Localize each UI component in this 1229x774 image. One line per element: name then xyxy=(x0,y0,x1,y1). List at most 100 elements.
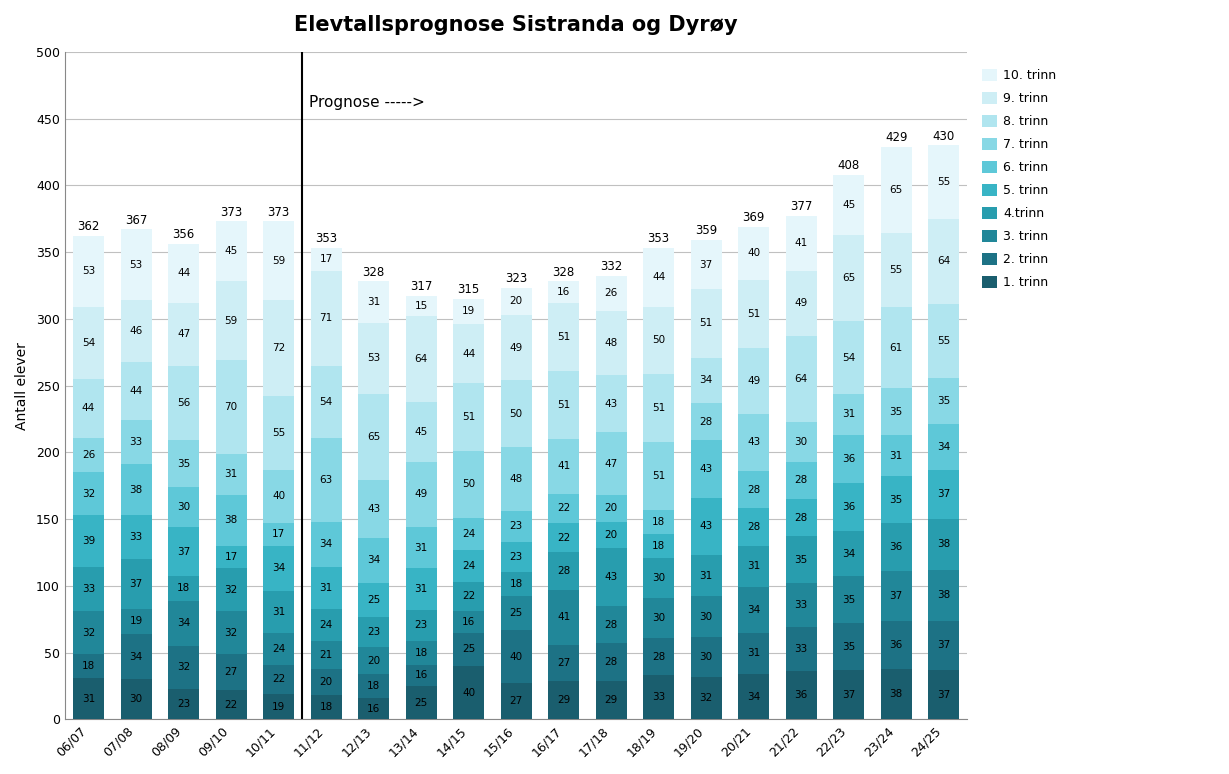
Bar xyxy=(263,632,294,665)
Text: 353: 353 xyxy=(315,232,337,245)
Bar xyxy=(454,611,484,632)
Text: 59: 59 xyxy=(225,316,237,326)
Bar xyxy=(785,422,816,461)
Text: 26: 26 xyxy=(605,289,618,299)
Bar xyxy=(691,555,721,597)
Text: 30: 30 xyxy=(699,611,713,622)
Bar xyxy=(406,665,436,686)
Bar xyxy=(785,536,816,583)
Text: 54: 54 xyxy=(842,352,855,362)
Text: 18: 18 xyxy=(320,702,333,712)
Text: 56: 56 xyxy=(177,398,190,408)
Bar xyxy=(785,583,816,627)
Text: 18: 18 xyxy=(653,541,665,551)
Text: 50: 50 xyxy=(462,479,476,489)
Bar xyxy=(215,360,247,454)
Bar xyxy=(548,523,579,553)
Bar xyxy=(120,464,151,515)
Bar xyxy=(785,216,816,271)
Text: 35: 35 xyxy=(936,396,950,406)
Bar xyxy=(928,424,959,470)
Bar xyxy=(120,300,151,361)
Bar xyxy=(739,348,769,413)
Bar xyxy=(406,610,436,641)
Text: 30: 30 xyxy=(177,502,190,512)
Bar xyxy=(358,481,390,538)
Text: 22: 22 xyxy=(272,674,285,684)
Text: 37: 37 xyxy=(842,690,855,700)
Bar xyxy=(406,296,436,316)
Text: 33: 33 xyxy=(653,692,665,702)
Text: 32: 32 xyxy=(82,628,95,638)
Bar xyxy=(406,568,436,610)
Bar xyxy=(215,495,247,546)
Text: 31: 31 xyxy=(747,649,761,658)
Text: 36: 36 xyxy=(890,639,903,649)
Bar xyxy=(500,542,532,573)
Bar xyxy=(311,522,342,567)
Text: 51: 51 xyxy=(699,318,713,328)
Text: 41: 41 xyxy=(795,238,807,248)
Text: 34: 34 xyxy=(367,556,380,566)
Text: 20: 20 xyxy=(510,296,522,307)
Bar xyxy=(739,632,769,674)
Bar xyxy=(548,680,579,719)
Bar xyxy=(833,531,864,577)
Bar xyxy=(739,280,769,348)
Text: 41: 41 xyxy=(557,612,570,622)
Bar xyxy=(263,396,294,470)
Text: 32: 32 xyxy=(82,488,95,498)
Text: 23: 23 xyxy=(177,699,190,709)
Text: 29: 29 xyxy=(557,695,570,705)
Bar xyxy=(311,669,342,695)
Bar xyxy=(643,558,675,598)
Text: 33: 33 xyxy=(129,437,143,447)
Text: 50: 50 xyxy=(510,409,522,419)
Text: 20: 20 xyxy=(367,656,380,666)
Text: 34: 34 xyxy=(177,618,190,628)
Bar xyxy=(739,227,769,280)
Text: 19: 19 xyxy=(129,616,143,626)
Bar xyxy=(263,221,294,300)
Bar xyxy=(833,321,864,394)
Bar xyxy=(263,665,294,694)
Text: 48: 48 xyxy=(510,474,522,484)
Text: 18: 18 xyxy=(414,648,428,658)
Text: 23: 23 xyxy=(367,627,380,637)
Text: 28: 28 xyxy=(747,522,761,532)
Bar xyxy=(643,248,675,307)
Text: 36: 36 xyxy=(842,502,855,512)
Text: 373: 373 xyxy=(220,206,242,219)
Bar xyxy=(785,461,816,499)
Text: 59: 59 xyxy=(272,255,285,265)
Bar xyxy=(120,515,151,559)
Text: 34: 34 xyxy=(936,442,950,452)
Text: 48: 48 xyxy=(605,338,618,348)
Bar xyxy=(881,669,912,719)
Text: 47: 47 xyxy=(177,329,190,339)
Bar xyxy=(120,361,151,420)
Text: 37: 37 xyxy=(129,579,143,589)
Text: 37: 37 xyxy=(177,546,190,557)
Bar xyxy=(596,495,627,522)
Bar xyxy=(928,570,959,621)
Text: 19: 19 xyxy=(462,307,476,317)
Text: 43: 43 xyxy=(367,504,380,514)
Text: 18: 18 xyxy=(177,584,190,594)
Text: 26: 26 xyxy=(82,450,95,460)
Text: 20: 20 xyxy=(605,530,618,540)
Bar xyxy=(454,666,484,719)
Bar xyxy=(691,597,721,636)
Bar xyxy=(406,641,436,665)
Text: 34: 34 xyxy=(699,375,713,385)
Text: 44: 44 xyxy=(653,272,665,283)
Bar xyxy=(500,597,532,630)
Text: 31: 31 xyxy=(842,409,855,420)
Text: 18: 18 xyxy=(653,517,665,527)
Text: 32: 32 xyxy=(177,663,190,673)
Text: 55: 55 xyxy=(890,265,903,275)
Bar xyxy=(928,219,959,304)
Text: 23: 23 xyxy=(510,552,522,562)
Bar xyxy=(643,598,675,638)
Text: 39: 39 xyxy=(82,536,95,546)
